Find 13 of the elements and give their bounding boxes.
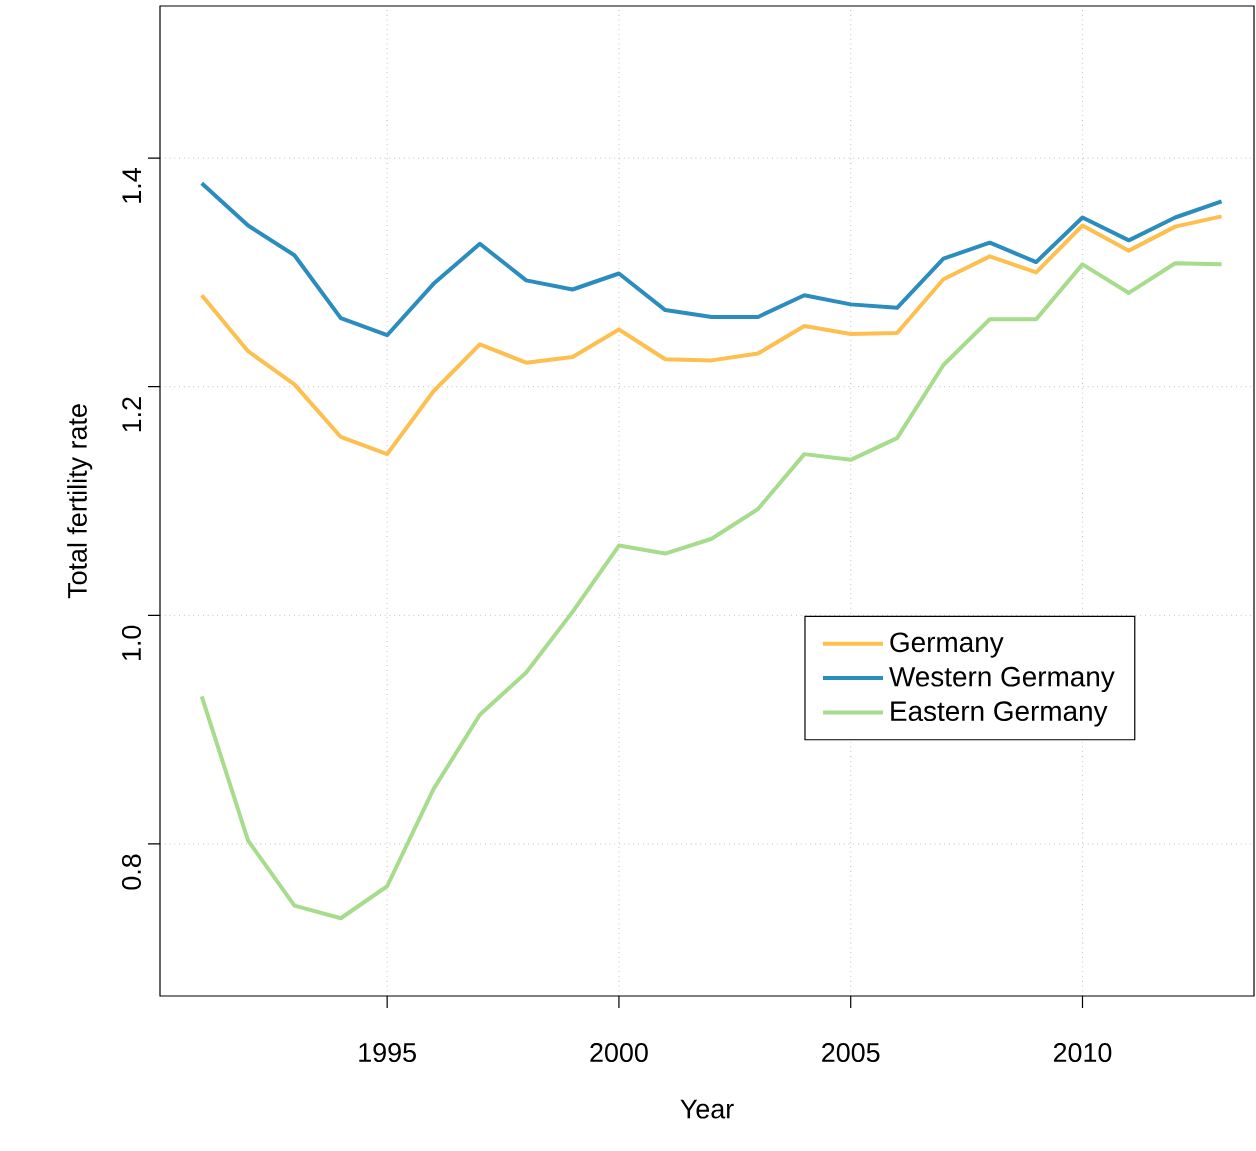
y-tick-label: 1.4 xyxy=(122,168,141,203)
y-axis-title: Total fertility rate xyxy=(67,404,93,599)
legend-label: Eastern Germany xyxy=(891,701,1108,727)
y-tick-label: 1.0 xyxy=(121,625,141,660)
y-tick-label: 0.8 xyxy=(121,854,141,890)
legend-label: Western Germany xyxy=(889,666,1115,693)
x-tick-label: 2005 xyxy=(822,1043,880,1063)
x-tick-label: 2010 xyxy=(1053,1043,1112,1063)
legend-label: Germany xyxy=(890,632,1004,658)
y-tick-label: 1.2 xyxy=(122,397,141,432)
x-tick-label: 1995 xyxy=(359,1043,416,1063)
x-tick-label: 2000 xyxy=(590,1043,648,1063)
x-axis-title: Year xyxy=(680,1099,734,1119)
